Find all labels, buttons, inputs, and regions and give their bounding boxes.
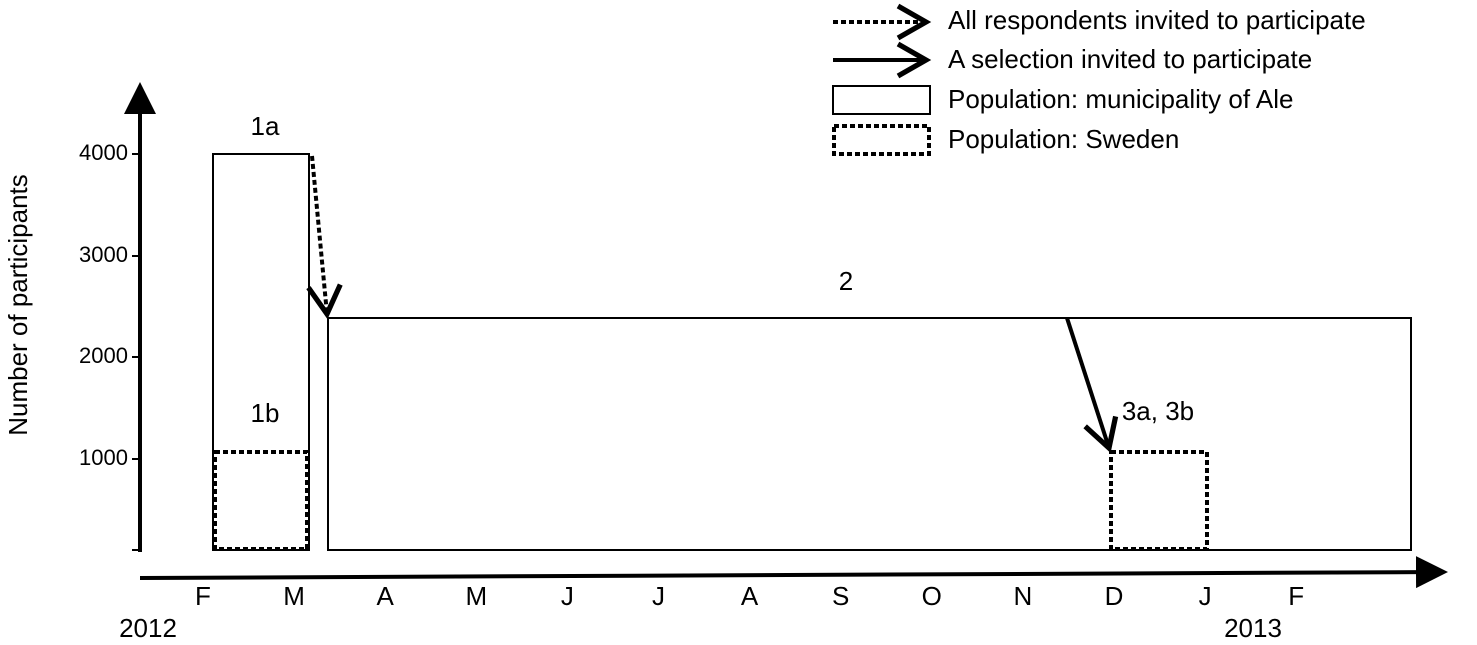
legend-solid-box (832, 85, 931, 115)
month-label: F (1288, 581, 1304, 611)
month-label: J (652, 581, 665, 611)
legend-dotted-box (832, 124, 931, 156)
year-label: 2012 (119, 613, 177, 643)
y-axis-label: Number of participants (3, 174, 33, 436)
legend-text: A selection invited to participate (948, 44, 1312, 74)
box-1b (213, 450, 309, 551)
solid-arrow (1065, 317, 1119, 453)
month-label: M (465, 581, 487, 611)
month-label: M (283, 581, 305, 611)
box-1a (212, 153, 310, 551)
month-label: A (741, 581, 759, 611)
month-label: D (1105, 581, 1124, 611)
legend-text: All respondents invited to participate (948, 5, 1366, 35)
month-label: J (561, 581, 574, 611)
y-tick-label: 1000 (79, 445, 128, 470)
y-tick-label: 3000 (79, 242, 128, 267)
y-tick-label: 2000 (79, 343, 128, 368)
x-axis (139, 556, 1448, 589)
box-label: 2 (839, 266, 853, 296)
month-label: J (1199, 581, 1212, 611)
legend-text: Population: municipality of Ale (948, 84, 1293, 114)
legend-text: Population: Sweden (948, 124, 1179, 154)
y-ticks (132, 153, 140, 551)
month-label: S (832, 581, 849, 611)
month-label: F (195, 581, 211, 611)
box-label: 3a, 3b (1122, 396, 1194, 426)
month-label: N (1014, 581, 1033, 611)
box-label: 1b (251, 398, 280, 428)
box-3 (1109, 450, 1209, 551)
box-label: 1a (251, 111, 280, 141)
dotted-arrow (306, 155, 343, 320)
box-2 (327, 317, 1412, 551)
year-label: 2013 (1224, 613, 1282, 643)
month-label: O (922, 581, 942, 611)
month-label: A (377, 581, 395, 611)
y-tick-label: 4000 (79, 140, 128, 165)
